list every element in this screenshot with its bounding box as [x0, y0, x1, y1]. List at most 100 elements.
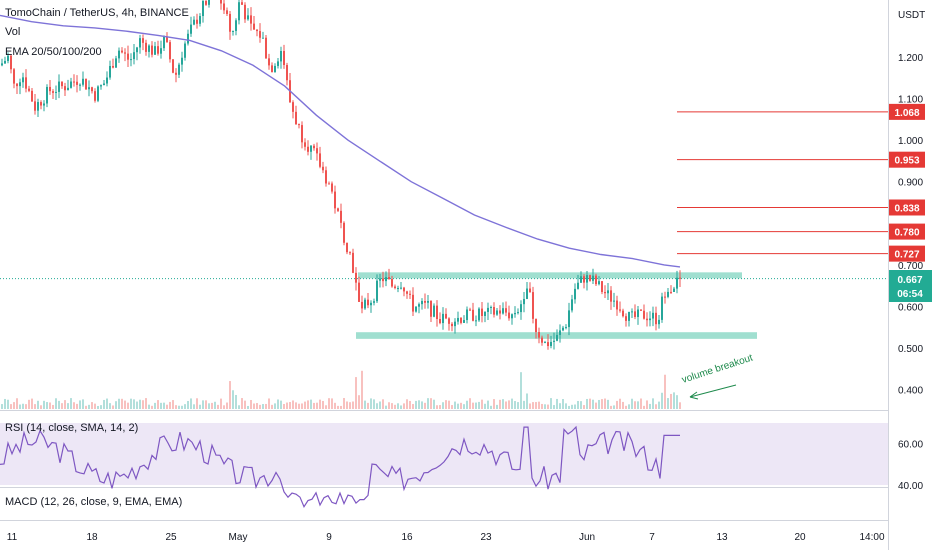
candle-body [205, 0, 207, 5]
candle-body [235, 20, 237, 31]
volume-bar [622, 401, 624, 409]
macd-title: MACD (12, 26, close, 9, EMA, EMA) [5, 496, 182, 508]
candle-body [583, 276, 585, 283]
candle-body [238, 2, 240, 21]
volume-bar [364, 400, 366, 409]
volume-bar [394, 404, 396, 409]
volume-bar [556, 398, 558, 409]
volume-bar [76, 403, 78, 409]
candle-body [1, 63, 3, 66]
volume-bar [181, 405, 183, 409]
volume-bar [100, 405, 102, 409]
candle-body [94, 91, 96, 101]
candle-body [661, 296, 663, 320]
candle-body [82, 78, 84, 85]
volume-bar [424, 402, 426, 409]
candle-body [646, 318, 648, 321]
volume-bar [673, 392, 675, 409]
candle-body [595, 275, 597, 285]
volume-bar [655, 404, 657, 409]
rsi-title: RSI (14, close, SMA, 14, 2) [5, 422, 138, 434]
volume-bar [343, 398, 345, 409]
volume-bar [397, 403, 399, 409]
candle-body [31, 90, 33, 102]
candle-body [169, 42, 171, 60]
volume-bar [316, 402, 318, 409]
volume-bar [418, 400, 420, 409]
candle-body [25, 77, 27, 89]
candle-body [103, 83, 105, 86]
volume-bar [340, 405, 342, 409]
volume-bar [10, 404, 12, 409]
candle-body [292, 102, 294, 112]
volume-bar [481, 399, 483, 409]
volume-bar [103, 399, 105, 409]
candle-body [394, 286, 396, 289]
candle-body [283, 50, 285, 66]
candle-body [130, 59, 132, 61]
price-pane[interactable] [0, 0, 888, 410]
candle-body [196, 19, 198, 24]
volume-bar [55, 398, 57, 409]
volume-bar [439, 405, 441, 409]
price-axis[interactable]: 1.200 1.100 1.000 0.900 0.700 0.600 0.500 0.400 [898, 53, 923, 397]
volume-bar [127, 402, 129, 409]
volume-bar [61, 403, 63, 409]
volume-bar [679, 402, 681, 409]
volume-bar [538, 401, 540, 409]
last-price-value: 0.667 [897, 275, 922, 286]
candle-body [508, 312, 510, 319]
candle-body [529, 288, 531, 293]
candle-body [226, 10, 228, 14]
volume-bar [358, 395, 360, 409]
volume-bar [34, 404, 36, 409]
volume-bar [142, 400, 144, 409]
level-tag [889, 199, 925, 216]
volume-bar [244, 400, 246, 409]
volume-bar [520, 372, 522, 409]
candle-body [307, 146, 309, 152]
volume-bar [493, 399, 495, 409]
candle-body [601, 281, 603, 293]
volume-bar [298, 403, 300, 409]
volume-bar [259, 404, 261, 409]
volume-bar [217, 404, 219, 409]
volume-bar [571, 404, 573, 409]
candle-body [457, 317, 459, 322]
candle-body [487, 307, 489, 312]
volume-bar [532, 402, 534, 409]
candle-body [262, 37, 264, 39]
volume-bar [448, 400, 450, 409]
candle-body [193, 19, 195, 25]
volume-bar [406, 399, 408, 409]
candle-body [85, 78, 87, 90]
volume-bar [310, 399, 312, 409]
candle-body [598, 281, 600, 285]
candle-body [448, 318, 450, 324]
time-tick: 14:00 [859, 532, 884, 543]
volume-bar [82, 399, 84, 409]
volume-bar [637, 401, 639, 409]
volume-bar [148, 404, 150, 409]
candle-body [556, 334, 558, 341]
candle-body [613, 300, 615, 302]
candle-body [505, 308, 507, 313]
volume-bar [37, 400, 39, 409]
resistance-levels: 1.068 0.953 0.838 0.780 0.727 [677, 103, 925, 262]
level-value: 0.780 [894, 228, 919, 239]
volume-bar [670, 393, 672, 409]
candle-body [667, 291, 669, 297]
volume-bar [154, 402, 156, 409]
candle-body [349, 252, 351, 254]
time-axis[interactable]: 11 18 25 May 9 16 23 Jun 7 13 20 14:00 [7, 532, 885, 543]
zone-resistance [358, 272, 742, 279]
volume-bar [91, 402, 93, 409]
volume-bar [502, 399, 504, 409]
candle-body [277, 61, 279, 66]
time-tick: 18 [86, 532, 98, 543]
candle-body [331, 183, 333, 192]
candle-body [454, 321, 456, 327]
candle-body [379, 278, 381, 281]
volume-bar [28, 399, 30, 409]
